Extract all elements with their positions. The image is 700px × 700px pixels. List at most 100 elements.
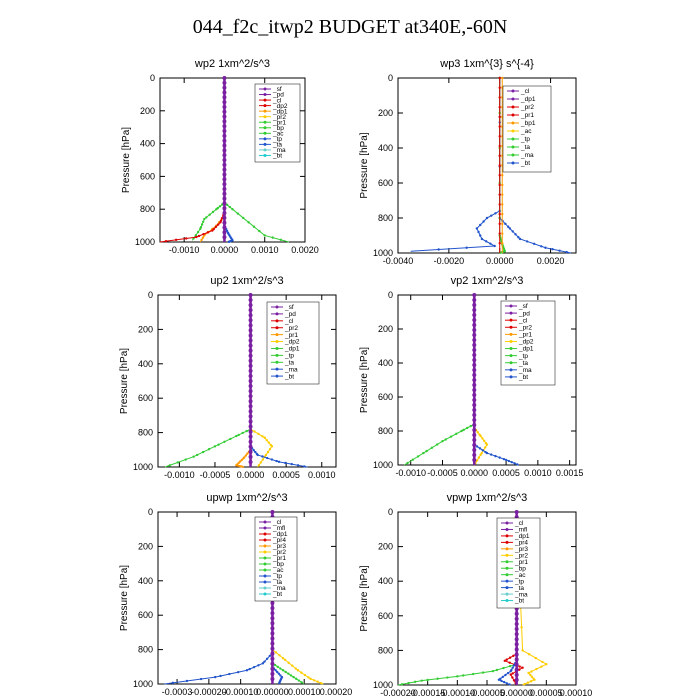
series-point: [194, 234, 198, 237]
series-point: [505, 682, 508, 685]
y-tick-label: 600: [138, 610, 153, 620]
series-point: [248, 444, 253, 449]
series-point: [257, 464, 261, 467]
series-point: [514, 672, 519, 677]
legend-entry: _pr1: [520, 112, 534, 119]
series-point: [518, 668, 521, 671]
series-point: [281, 669, 285, 672]
series-point: [222, 148, 227, 153]
series-point: [248, 333, 253, 338]
legend-marker: [263, 126, 267, 130]
legend-entry: _ma: [284, 366, 298, 373]
y-tick-label: 1000: [135, 237, 155, 247]
y-tick-label: 800: [138, 645, 153, 655]
series-point: [211, 229, 214, 232]
legend-entry: _dp2: [284, 339, 300, 346]
series-point: [222, 143, 227, 148]
series-point: [265, 438, 268, 442]
legend-marker: [263, 526, 267, 530]
series-point: [248, 328, 253, 333]
legend-marker: [263, 153, 267, 157]
series-point: [292, 675, 295, 679]
series-point: [503, 659, 506, 662]
legend-entry: _bt: [520, 160, 530, 167]
series-point: [479, 434, 482, 438]
y-tick-label: 400: [140, 139, 155, 149]
series-point: [505, 658, 508, 661]
series-point: [270, 616, 275, 621]
legend-entry: _pd: [518, 310, 530, 317]
series-point: [525, 240, 529, 243]
series-point: [252, 665, 256, 669]
legend-entry: _tp: [272, 136, 282, 143]
panel-2: wp3 1xm^{3} s^{-4} Pressure [hPa] 0 200 400 6…: [359, 58, 577, 266]
series-point: [540, 665, 543, 668]
series-point: [472, 333, 477, 337]
series-point: [498, 212, 501, 216]
legend-marker: [263, 574, 267, 578]
legend-entry: _mfl: [272, 525, 286, 532]
series-point: [507, 459, 511, 463]
series-point: [303, 673, 307, 677]
series-point: [268, 448, 272, 451]
legend-marker: [505, 566, 509, 570]
x-tick-label: 0.0015: [556, 468, 584, 478]
series-point: [472, 403, 477, 407]
y-tick-label: 800: [138, 428, 153, 438]
series-point: [472, 418, 477, 422]
legend-entry: _pr2: [520, 104, 534, 111]
series-point: [261, 455, 264, 458]
series-point: [472, 348, 477, 352]
series-point: [472, 453, 477, 457]
y-tick-label: 200: [138, 324, 153, 334]
series-point: [511, 672, 514, 675]
series-point: [535, 667, 538, 671]
legend-marker: [511, 121, 515, 125]
series-point: [248, 298, 253, 303]
series-point: [498, 86, 501, 89]
plot-frame: [157, 511, 337, 685]
y-tick-label: 400: [378, 143, 393, 153]
series-point: [245, 429, 248, 433]
legend-entry: _bp: [272, 561, 284, 568]
series-point: [540, 245, 543, 248]
series-point: [241, 431, 244, 435]
series-point: [523, 682, 526, 686]
series-point: [484, 446, 487, 449]
legend-marker: [509, 354, 513, 358]
series-point: [222, 220, 227, 225]
series-point: [192, 455, 195, 458]
legend-marker: [505, 527, 509, 531]
series-point: [477, 230, 480, 234]
series-point: [504, 458, 508, 462]
series-point: [518, 237, 522, 241]
series-point: [252, 225, 256, 228]
series-point: [501, 203, 504, 206]
legend-entry: _pd: [284, 311, 296, 318]
series-point: [248, 384, 253, 389]
series-point: [248, 434, 253, 439]
series-point: [508, 661, 511, 664]
series-point: [270, 641, 275, 646]
series-point: [500, 679, 503, 683]
legend-box: [254, 83, 301, 163]
plot-frame: [157, 294, 337, 468]
legend-marker: [505, 592, 509, 596]
series-point: [248, 358, 253, 363]
series-point: [479, 223, 482, 227]
legend-marker: [509, 361, 513, 365]
series-point: [479, 453, 482, 456]
y-tick-label: 200: [378, 324, 393, 334]
series-point: [270, 661, 275, 666]
series-point: [544, 246, 547, 249]
x-tick-label: -0.00010: [223, 687, 259, 697]
series-point: [504, 673, 507, 677]
series-point: [502, 666, 505, 670]
panel-6: vpwp 1xm^2/s^3 Pressure [hPa] 0 200 400 600 80…: [359, 492, 592, 698]
series-point: [248, 429, 253, 434]
series-point: [222, 119, 227, 124]
series-point: [184, 237, 188, 240]
series-point: [498, 105, 501, 109]
series-point: [498, 164, 501, 167]
series-point: [284, 461, 287, 465]
